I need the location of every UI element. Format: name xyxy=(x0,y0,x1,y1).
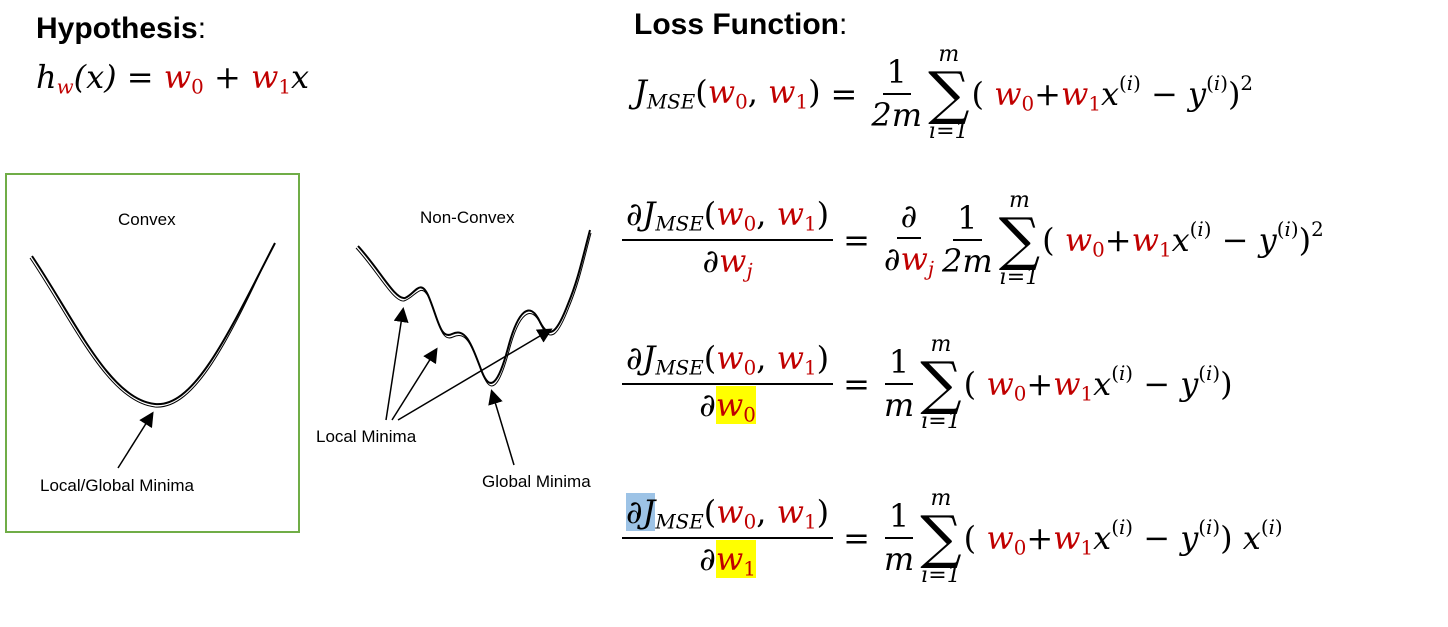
eq1-body: ( w0+w1x(i) − y(i))2 xyxy=(971,71,1254,116)
global-arrow xyxy=(488,389,515,466)
hypothesis-formula: hw(x) = w0 + w1x xyxy=(36,58,309,99)
eq1-fraction: 1 2m xyxy=(871,52,923,134)
h-subscript-w: w xyxy=(56,75,74,99)
local-arrow-1 xyxy=(385,307,409,421)
eq3-lhs-fraction: ∂JMSE(w0, w1) ∂w0 xyxy=(622,340,834,427)
eq3-body: ( w0+w1x(i) − y(i)) xyxy=(963,361,1233,406)
eq2-body: ( w0+w1x(i) − y(i))2 xyxy=(1042,217,1324,262)
eq2-sum: m ∑ i=1 xyxy=(998,188,1041,291)
curves-diagram xyxy=(29,229,592,469)
h-symbol: h xyxy=(36,58,57,96)
loss-heading-text: Loss Function xyxy=(634,8,839,41)
convex-curve-shadow xyxy=(29,245,274,408)
hypothesis-colon: : xyxy=(197,12,207,45)
nonconvex-curve xyxy=(357,229,591,384)
loss-heading: Loss Function: xyxy=(634,8,847,42)
loss-colon: : xyxy=(839,8,848,41)
w0-symbol: w xyxy=(163,58,192,96)
eq2-fraction: 1 2m xyxy=(942,198,993,280)
w0-subscript: 0 xyxy=(191,75,204,99)
local-arrow-2 xyxy=(391,347,438,421)
w1-subscript: 1 xyxy=(278,75,291,99)
equals-sign: = xyxy=(126,58,154,96)
eq2-lhs-fraction: ∂JMSE(w0, w1) ∂wj xyxy=(622,196,834,283)
global-minima-label: Global Minima xyxy=(482,472,591,491)
local-minima-label: Local Minima xyxy=(316,427,417,446)
eq1-sum: m ∑ i=1 xyxy=(928,42,970,145)
hypothesis-heading: Hypothesis: xyxy=(36,12,206,46)
eq1-lhs: JMSE(w0, w1) xyxy=(634,73,821,114)
eq4-body: ( w0+w1x(i) − y(i)) x(i) xyxy=(963,515,1283,560)
w1-symbol: w xyxy=(250,58,279,96)
convex-minima-label: Local/Global Minima xyxy=(40,476,195,495)
eq2-partial: ∂ ∂wj xyxy=(883,196,934,281)
equation-1: JMSE(w0, w1) = 1 2m m ∑ i=1 ( w0+w1x(i) − y… xyxy=(634,42,1254,145)
equation-2: ∂JMSE(w0, w1) ∂wj = ∂ ∂wj 1 2m m ∑ i=1 ( w0+… xyxy=(622,190,1324,289)
convex-title: Convex xyxy=(118,210,176,229)
x-argument: (x) xyxy=(73,58,117,96)
convex-curve xyxy=(31,242,276,406)
plus-sign: + xyxy=(213,58,241,96)
hypothesis-heading-text: Hypothesis xyxy=(36,12,198,45)
x-symbol: x xyxy=(290,58,309,96)
convex-arrow xyxy=(117,411,154,469)
convex-plot-frame xyxy=(5,173,300,533)
local-arrow-3 xyxy=(397,328,553,421)
nonconvex-title: Non-Convex xyxy=(420,208,515,227)
eq4-sum: m ∑ i=1 xyxy=(920,486,962,589)
eq4-lhs-fraction: ∂JMSE(w0, w1) ∂w1 xyxy=(622,493,834,581)
nonconvex-curve-shadow xyxy=(355,232,592,387)
eq3-sum: m ∑ i=1 xyxy=(920,332,962,435)
